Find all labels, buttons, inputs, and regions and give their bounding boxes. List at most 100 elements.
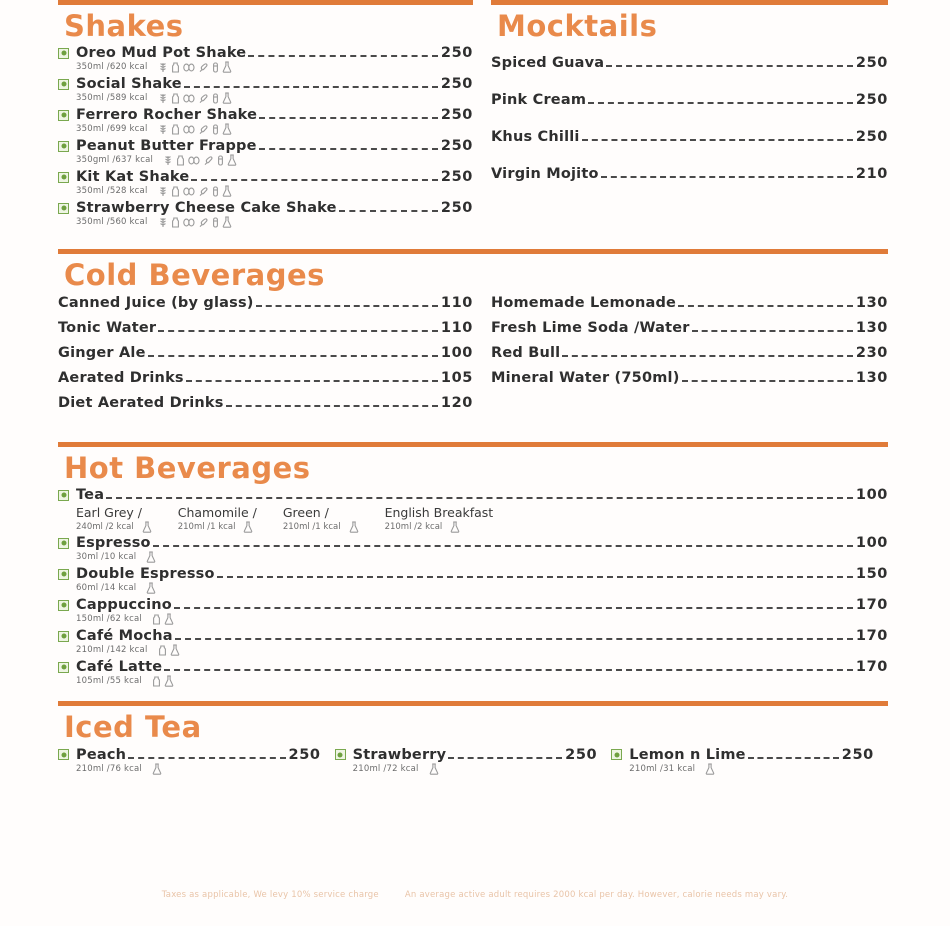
menu-item-meta: 150ml /62 kcal: [76, 613, 888, 626]
flask-allergen-icon: [222, 216, 231, 229]
iced-tea-item[interactable]: Lemon n Lime 250 210ml /31 kcal: [611, 747, 888, 778]
mocktail-item[interactable]: Pink Cream 250: [491, 92, 888, 108]
menu-item-name: Double Espresso: [76, 566, 215, 583]
cold-beverage-item[interactable]: Canned Juice (by glass) 110: [58, 295, 473, 311]
section-title-cold-beverages: Cold Beverages: [64, 258, 325, 293]
cold-beverage-item[interactable]: Mineral Water (750ml) 130: [491, 370, 888, 386]
menu-item-price: 120: [440, 394, 473, 411]
cold-beverage-item[interactable]: Fresh Lime Soda /Water 130: [491, 320, 888, 336]
menu-item-row[interactable]: Lemon n Lime 250: [611, 747, 874, 763]
hot-beverage-item[interactable]: Café Mocha 170 210ml /142 kcal: [58, 628, 888, 657]
menu-item-row[interactable]: Spiced Guava 250: [491, 55, 888, 71]
menu-item-row[interactable]: Café Latte 170: [58, 659, 888, 675]
hot-beverage-item[interactable]: Double Espresso 150 60ml /14 kcal: [58, 566, 888, 595]
mocktail-item[interactable]: Khus Chilli 250: [491, 129, 888, 145]
section-iced-tea: Iced Tea Peach 250 210ml /76 kcal Strawberr…: [0, 701, 950, 779]
menu-item-row[interactable]: Fresh Lime Soda /Water 130: [491, 320, 888, 336]
menu-item-row[interactable]: Ferrero Rocher Shake 250: [58, 107, 473, 123]
flask-allergen-icon: [147, 582, 156, 595]
menu-item-row[interactable]: Strawberry 250: [334, 747, 598, 763]
menu-item-row[interactable]: Virgin Mojito 210: [491, 166, 888, 182]
leader-dots: [183, 86, 438, 89]
mocktails-item-list: Spiced Guava 250 Pink Cream 250 Khus Chilli 2…: [491, 55, 888, 182]
shake-item[interactable]: Strawberry Cheese Cake Shake 250 350ml /56…: [58, 200, 473, 229]
serving-size-calories: 350ml /528 kcal: [76, 186, 148, 197]
menu-item-name: Cappuccino: [76, 597, 172, 614]
menu-item-row[interactable]: Espresso 100: [58, 535, 888, 551]
menu-item-row[interactable]: Oreo Mud Pot Shake 250: [58, 45, 473, 61]
cold-beverage-item[interactable]: Diet Aerated Drinks 120: [58, 395, 473, 411]
veg-marker-icon: [58, 489, 69, 501]
mocktail-item[interactable]: Virgin Mojito 210: [491, 166, 888, 182]
cold-beverage-item[interactable]: Red Bull 230: [491, 345, 888, 361]
milk-allergen-icon: [171, 186, 179, 197]
cold-beverage-item[interactable]: Aerated Drinks 105: [58, 370, 473, 386]
wheat-allergen-icon: [159, 124, 166, 134]
peanut-allergen-icon: [204, 156, 213, 165]
menu-item-meta: 30ml /10 kcal: [76, 551, 888, 564]
menu-item-row[interactable]: Khus Chilli 250: [491, 129, 888, 145]
menu-item-row[interactable]: Pink Cream 250: [491, 92, 888, 108]
milk-allergen-icon: [171, 217, 179, 228]
menu-item-row[interactable]: Homemade Lemonade 130: [491, 295, 888, 311]
menu-item-row[interactable]: Peach 250: [58, 747, 321, 763]
leader-dots: [128, 756, 286, 759]
serving-size-calories: 240ml /2 kcal: [76, 522, 134, 533]
menu-item-row[interactable]: Cappuccino 170: [58, 597, 888, 613]
serving-size-calories: 350ml /699 kcal: [76, 124, 148, 135]
menu-item-row[interactable]: Kit Kat Shake 250: [58, 169, 473, 185]
tea-variant-name: Chamomile /: [177, 505, 257, 521]
menu-item-price: 100: [855, 487, 888, 504]
leader-dots: [258, 148, 438, 151]
menu-item-row[interactable]: Peanut Butter Frappe 250: [58, 138, 473, 154]
menu-item-row[interactable]: Aerated Drinks 105: [58, 370, 473, 386]
iced-tea-item[interactable]: Strawberry 250 210ml /72 kcal: [334, 747, 612, 778]
leader-dots: [606, 65, 853, 68]
allergen-icon-row: [146, 582, 156, 595]
menu-item-row[interactable]: Mineral Water (750ml) 130: [491, 370, 888, 386]
menu-item-row[interactable]: Tonic Water 110: [58, 320, 473, 336]
serving-size-calories: 210ml /31 kcal: [629, 763, 696, 774]
mocktail-item[interactable]: Spiced Guava 250: [491, 55, 888, 71]
menu-item-meta: 350ml /560 kcal: [76, 216, 473, 229]
hot-beverage-item[interactable]: Espresso 100 30ml /10 kcal: [58, 535, 888, 564]
veg-marker-icon: [58, 171, 69, 183]
menu-item-row[interactable]: Red Bull 230: [491, 345, 888, 361]
iced-tea-item[interactable]: Peach 250 210ml /76 kcal: [58, 747, 335, 778]
cold-beverage-item[interactable]: Tonic Water 110: [58, 320, 473, 336]
menu-item-row[interactable]: Social Shake 250: [58, 76, 473, 92]
shake-item[interactable]: Social Shake 250 350ml /589 kcal: [58, 76, 473, 105]
cold-beverage-item[interactable]: Homemade Lemonade 130: [491, 295, 888, 311]
hot-beverage-item[interactable]: Café Latte 170 105ml /55 kcal: [58, 659, 888, 688]
menu-item-row[interactable]: Strawberry Cheese Cake Shake 250: [58, 200, 473, 216]
shake-item[interactable]: Peanut Butter Frappe 250 350gml /637 kcal: [58, 138, 473, 167]
menu-item-row[interactable]: Ginger Ale 100: [58, 345, 473, 361]
cold-beverage-item[interactable]: Ginger Ale 100: [58, 345, 473, 361]
flask-allergen-icon: [429, 763, 438, 775]
flask-allergen-icon: [152, 763, 162, 775]
menu-item-price: 100: [855, 535, 888, 552]
menu-item-row[interactable]: Double Espresso 150: [58, 566, 888, 582]
hot-beverage-item[interactable]: Tea 100 Earl Grey /240ml /2 kcal Chamomile …: [58, 487, 888, 534]
shake-item[interactable]: Oreo Mud Pot Shake 250 350ml /620 kcal: [58, 45, 473, 74]
serving-size-calories: 350gml /637 kcal: [76, 155, 154, 166]
veg-marker-icon: [58, 630, 69, 642]
serving-size-calories: 210ml /1 kcal: [282, 522, 341, 533]
hot-beverage-item[interactable]: Cappuccino 170 150ml /62 kcal: [58, 597, 888, 626]
menu-item-row[interactable]: Café Mocha 170: [58, 628, 888, 644]
menu-item-name: Ginger Ale: [58, 344, 146, 361]
menu-item-row[interactable]: Canned Juice (by glass) 110: [58, 295, 473, 311]
menu-item-name: Café Latte: [76, 659, 163, 676]
menu-item-row[interactable]: Diet Aerated Drinks 120: [58, 395, 473, 411]
menu-item-row[interactable]: Tea 100: [58, 487, 888, 503]
shake-item[interactable]: Ferrero Rocher Shake 250 350ml /699 kcal: [58, 107, 473, 136]
section-title-iced-tea: Iced Tea: [64, 710, 202, 745]
section-title-hot-beverages: Hot Beverages: [64, 450, 311, 485]
menu-item-price: 130: [855, 319, 888, 336]
leader-dots: [173, 607, 853, 610]
section-title-shakes: Shakes: [64, 9, 184, 43]
shake-item[interactable]: Kit Kat Shake 250 350ml /528 kcal: [58, 169, 473, 198]
allergen-icon-row: [158, 644, 180, 657]
serving-size-calories: 150ml /62 kcal: [76, 614, 142, 625]
